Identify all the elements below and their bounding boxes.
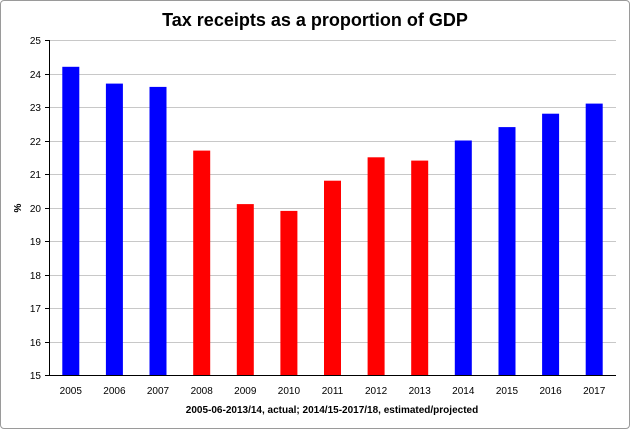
bar-2016 bbox=[542, 113, 560, 375]
y-tick-label: 20 bbox=[30, 204, 42, 215]
x-tick-label: 2005 bbox=[60, 386, 83, 397]
bar-2015 bbox=[498, 127, 516, 375]
axes bbox=[49, 40, 616, 376]
y-tick-label: 17 bbox=[30, 304, 42, 315]
bar-2007 bbox=[149, 86, 167, 376]
bar-2009 bbox=[236, 204, 254, 375]
bar-2014 bbox=[454, 140, 472, 375]
x-tick-label: 2007 bbox=[147, 386, 170, 397]
bar-2008 bbox=[193, 150, 211, 375]
x-tick-label: 2015 bbox=[496, 386, 519, 397]
bar-2013 bbox=[411, 160, 429, 375]
x-tick-label: 2014 bbox=[452, 386, 475, 397]
bar-2006 bbox=[105, 83, 123, 375]
bar-2011 bbox=[324, 180, 341, 375]
x-tick-label: 2006 bbox=[103, 386, 126, 397]
y-tick-label: 21 bbox=[30, 170, 42, 181]
y-tick-label: 25 bbox=[30, 36, 42, 47]
y-tick-label: 23 bbox=[30, 103, 42, 114]
y-tick-label: 15 bbox=[30, 371, 42, 382]
x-tick-label: 2010 bbox=[278, 386, 301, 397]
bars bbox=[62, 66, 603, 376]
y-tick-label: 18 bbox=[30, 271, 42, 282]
x-tick-label: 2016 bbox=[539, 386, 562, 397]
y-axis-label: % bbox=[13, 203, 24, 212]
y-tick-label: 24 bbox=[30, 70, 42, 81]
x-tick-label: 2017 bbox=[583, 386, 606, 397]
y-tick-label: 22 bbox=[30, 137, 42, 148]
y-tick-labels: 15 16 17 18 19 20 21 22 23 24 25 bbox=[30, 36, 42, 382]
bar-2005 bbox=[62, 66, 80, 376]
x-tick-label: 2008 bbox=[191, 386, 214, 397]
chart-title: Tax receipts as a proportion of GDP bbox=[162, 10, 468, 30]
bar-2017 bbox=[585, 103, 603, 375]
bar-2012 bbox=[367, 157, 385, 376]
x-tick-labels: 2005 2006 2007 2008 2009 2010 2011 2012 2013 2014… bbox=[60, 386, 606, 397]
x-tick-label: 2012 bbox=[365, 386, 388, 397]
x-tick-label: 2013 bbox=[409, 386, 432, 397]
y-tick-label: 19 bbox=[30, 237, 42, 248]
x-axis-label: 2005-06-2013/14, actual; 2014/15-2017/18… bbox=[186, 405, 478, 416]
bar-2010 bbox=[280, 210, 298, 375]
x-tick-label: 2011 bbox=[322, 386, 344, 397]
x-tick-label: 2009 bbox=[234, 386, 257, 397]
y-tick-label: 16 bbox=[30, 338, 42, 349]
